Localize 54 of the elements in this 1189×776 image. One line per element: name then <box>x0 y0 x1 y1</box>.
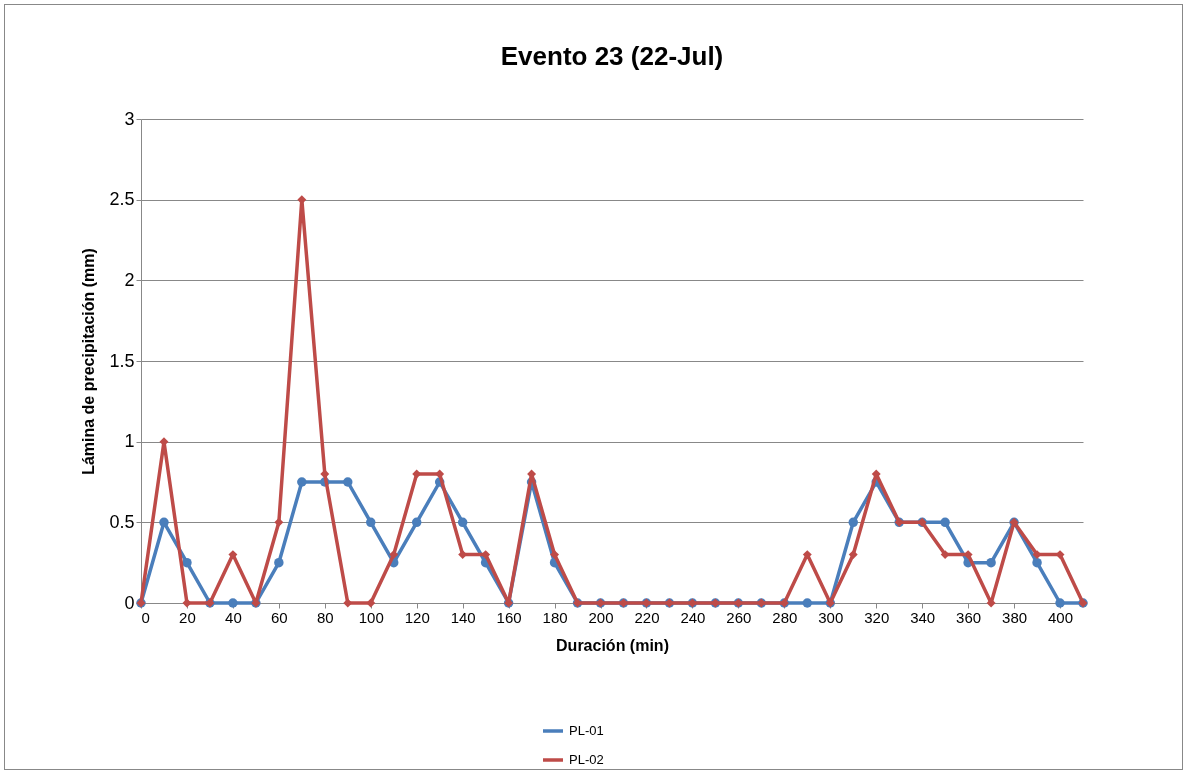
point <box>848 517 858 528</box>
point <box>848 550 858 560</box>
x-tick-label: 60 <box>271 608 288 626</box>
x-tick-label: 140 <box>450 608 476 626</box>
y-tick-label: 1.5 <box>109 350 135 371</box>
x-tick-label: 320 <box>864 608 890 626</box>
x-tick-label: 280 <box>772 608 798 626</box>
point <box>481 550 491 560</box>
x-tick-label: 400 <box>1048 608 1074 626</box>
point <box>274 557 284 568</box>
x-tick-label: 120 <box>404 608 430 626</box>
point <box>320 469 330 479</box>
point <box>1032 557 1042 568</box>
y-tick-label: 1 <box>124 431 135 452</box>
x-tick-label: 340 <box>910 608 936 626</box>
y-axis-title: Lámina de precipitación (mm) <box>80 248 98 475</box>
point <box>550 550 560 560</box>
x-tick-label: 40 <box>225 608 242 626</box>
chart-title: Evento 23 (22-Jul) <box>500 41 724 71</box>
y-tick-label: 2 <box>124 269 135 290</box>
point <box>986 557 996 568</box>
point <box>297 477 307 487</box>
point <box>228 598 238 608</box>
y-tick-label: 0 <box>124 592 135 613</box>
x-tick-label: 380 <box>1002 608 1028 626</box>
point <box>411 517 422 528</box>
point <box>1055 598 1065 608</box>
point <box>435 469 445 479</box>
point <box>389 550 399 560</box>
legend-label: PL-02 <box>569 752 604 767</box>
point <box>366 598 376 608</box>
point <box>182 557 192 568</box>
point <box>366 517 376 528</box>
point <box>343 477 353 487</box>
x-tick-label: 80 <box>316 608 334 626</box>
x-tick-label: 200 <box>588 608 614 626</box>
x-tick-label: 300 <box>818 608 844 626</box>
point <box>457 517 468 528</box>
y-tick-label: 2.5 <box>109 189 135 210</box>
x-tick-label: 260 <box>726 608 752 626</box>
y-tick-label: 0.5 <box>109 511 135 532</box>
x-tick-label: 360 <box>956 608 982 626</box>
x-tick-label: 20 <box>179 608 196 626</box>
x-axis-title: Duración (min) <box>556 636 669 654</box>
point <box>940 517 950 528</box>
x-tick-label: 180 <box>542 608 568 626</box>
x-tick-label: 240 <box>680 608 706 626</box>
x-tick-label: 0 <box>141 608 150 626</box>
x-tick-label: 220 <box>634 608 660 626</box>
legend-label: PL-01 <box>569 723 604 738</box>
y-tick-label: 3 <box>124 108 135 129</box>
x-tick-label: 160 <box>496 608 522 626</box>
point <box>802 598 813 608</box>
x-tick-label: 100 <box>358 608 384 626</box>
